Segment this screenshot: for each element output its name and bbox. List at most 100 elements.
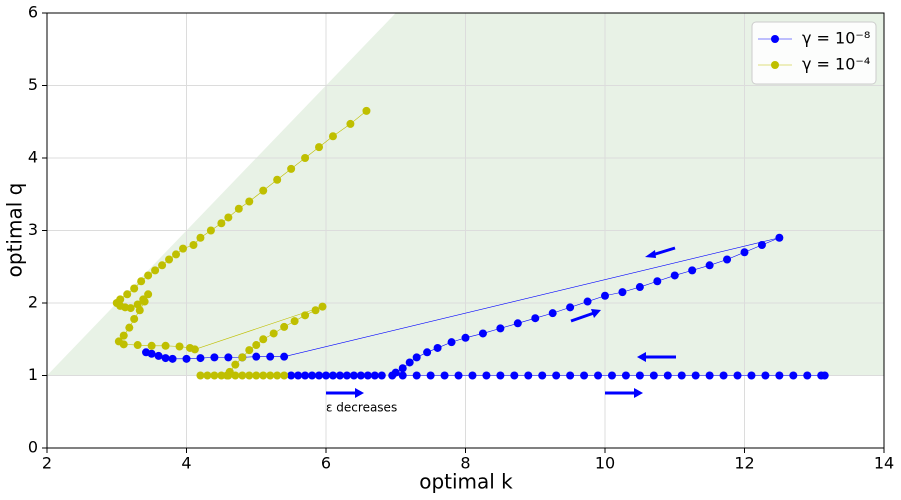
data-point	[315, 143, 324, 152]
data-point	[461, 333, 470, 342]
data-point	[172, 250, 181, 259]
data-point	[135, 306, 144, 315]
data-point	[144, 290, 153, 299]
data-point	[335, 371, 344, 380]
data-point	[635, 371, 644, 380]
data-point	[388, 371, 397, 380]
data-point	[123, 290, 132, 299]
data-point	[513, 319, 522, 328]
data-point	[538, 371, 547, 380]
data-point	[301, 311, 310, 320]
x-tick-label: 8	[460, 454, 470, 473]
data-point	[290, 317, 299, 326]
data-point	[165, 255, 174, 264]
data-point	[594, 371, 603, 380]
arrow-head	[355, 388, 364, 398]
data-point	[182, 354, 191, 363]
annotation: ε decreases	[326, 401, 397, 415]
legend-label: γ = 10⁻⁸	[802, 29, 870, 48]
data-point	[761, 371, 770, 380]
data-point	[238, 371, 247, 380]
data-point	[496, 371, 505, 380]
data-point	[301, 154, 310, 162]
data-point	[663, 371, 672, 380]
data-point	[789, 371, 798, 380]
data-point	[245, 346, 254, 355]
data-point	[377, 371, 386, 380]
data-point	[259, 371, 268, 380]
data-point	[189, 241, 198, 249]
data-point	[468, 371, 477, 380]
data-point	[196, 233, 205, 242]
data-point	[119, 331, 128, 340]
data-point	[147, 349, 156, 358]
data-point	[440, 371, 449, 380]
data-point	[224, 371, 233, 380]
data-point	[119, 340, 128, 349]
data-point	[583, 297, 592, 306]
series-lines	[112, 106, 829, 380]
data-point	[130, 314, 139, 323]
data-point	[252, 352, 261, 361]
x-tick-label: 14	[874, 454, 894, 473]
data-point	[649, 371, 658, 380]
data-point	[210, 371, 219, 380]
data-point	[203, 371, 212, 380]
data-point	[196, 354, 205, 363]
data-point	[252, 341, 261, 350]
data-point	[137, 277, 146, 286]
data-point	[315, 371, 324, 380]
x-tick-label: 4	[181, 454, 191, 473]
data-point	[126, 304, 135, 313]
data-point	[482, 371, 491, 380]
data-point	[580, 371, 589, 380]
data-point	[125, 323, 134, 332]
data-point	[308, 371, 317, 380]
data-point	[234, 204, 243, 213]
y-tick-label: 6	[28, 3, 38, 22]
data-point	[478, 329, 487, 338]
x-axis-label: optimal k	[419, 470, 513, 494]
data-point	[259, 186, 268, 195]
y-tick-label: 3	[28, 220, 38, 239]
data-point	[140, 297, 149, 306]
data-point	[210, 353, 219, 362]
data-point	[168, 354, 177, 363]
data-point	[733, 371, 742, 380]
x-tick-label: 6	[321, 454, 331, 473]
x-tick-label: 2	[42, 454, 52, 473]
data-point	[161, 354, 170, 363]
data-point	[301, 371, 310, 380]
data-point	[287, 164, 296, 173]
data-point	[280, 322, 289, 331]
y-axis-label: optimal q	[3, 183, 27, 278]
x-tick-label: 12	[734, 454, 754, 473]
data-point	[287, 371, 296, 380]
data-point	[398, 371, 407, 380]
data-point	[510, 371, 519, 380]
y-tick-label: 4	[28, 148, 38, 167]
y-tick-label: 2	[28, 293, 38, 312]
data-point	[273, 175, 282, 184]
data-point	[548, 309, 557, 318]
x-tick-label: 10	[595, 454, 615, 473]
data-point	[705, 261, 714, 270]
data-point	[206, 226, 215, 235]
data-point	[342, 371, 351, 380]
data-point	[621, 371, 630, 380]
data-point	[820, 371, 829, 380]
data-point	[454, 371, 463, 380]
data-point	[552, 371, 561, 380]
data-point	[688, 266, 697, 275]
data-point	[328, 132, 337, 141]
legend-label: γ = 10⁻⁴	[802, 55, 870, 74]
data-point	[161, 341, 170, 350]
data-point	[238, 353, 247, 362]
data-point	[531, 314, 540, 323]
y-tick-label: 1	[28, 365, 38, 384]
data-point	[412, 371, 421, 380]
data-point	[328, 371, 337, 380]
data-point	[133, 341, 142, 350]
arrow-head	[634, 388, 643, 398]
